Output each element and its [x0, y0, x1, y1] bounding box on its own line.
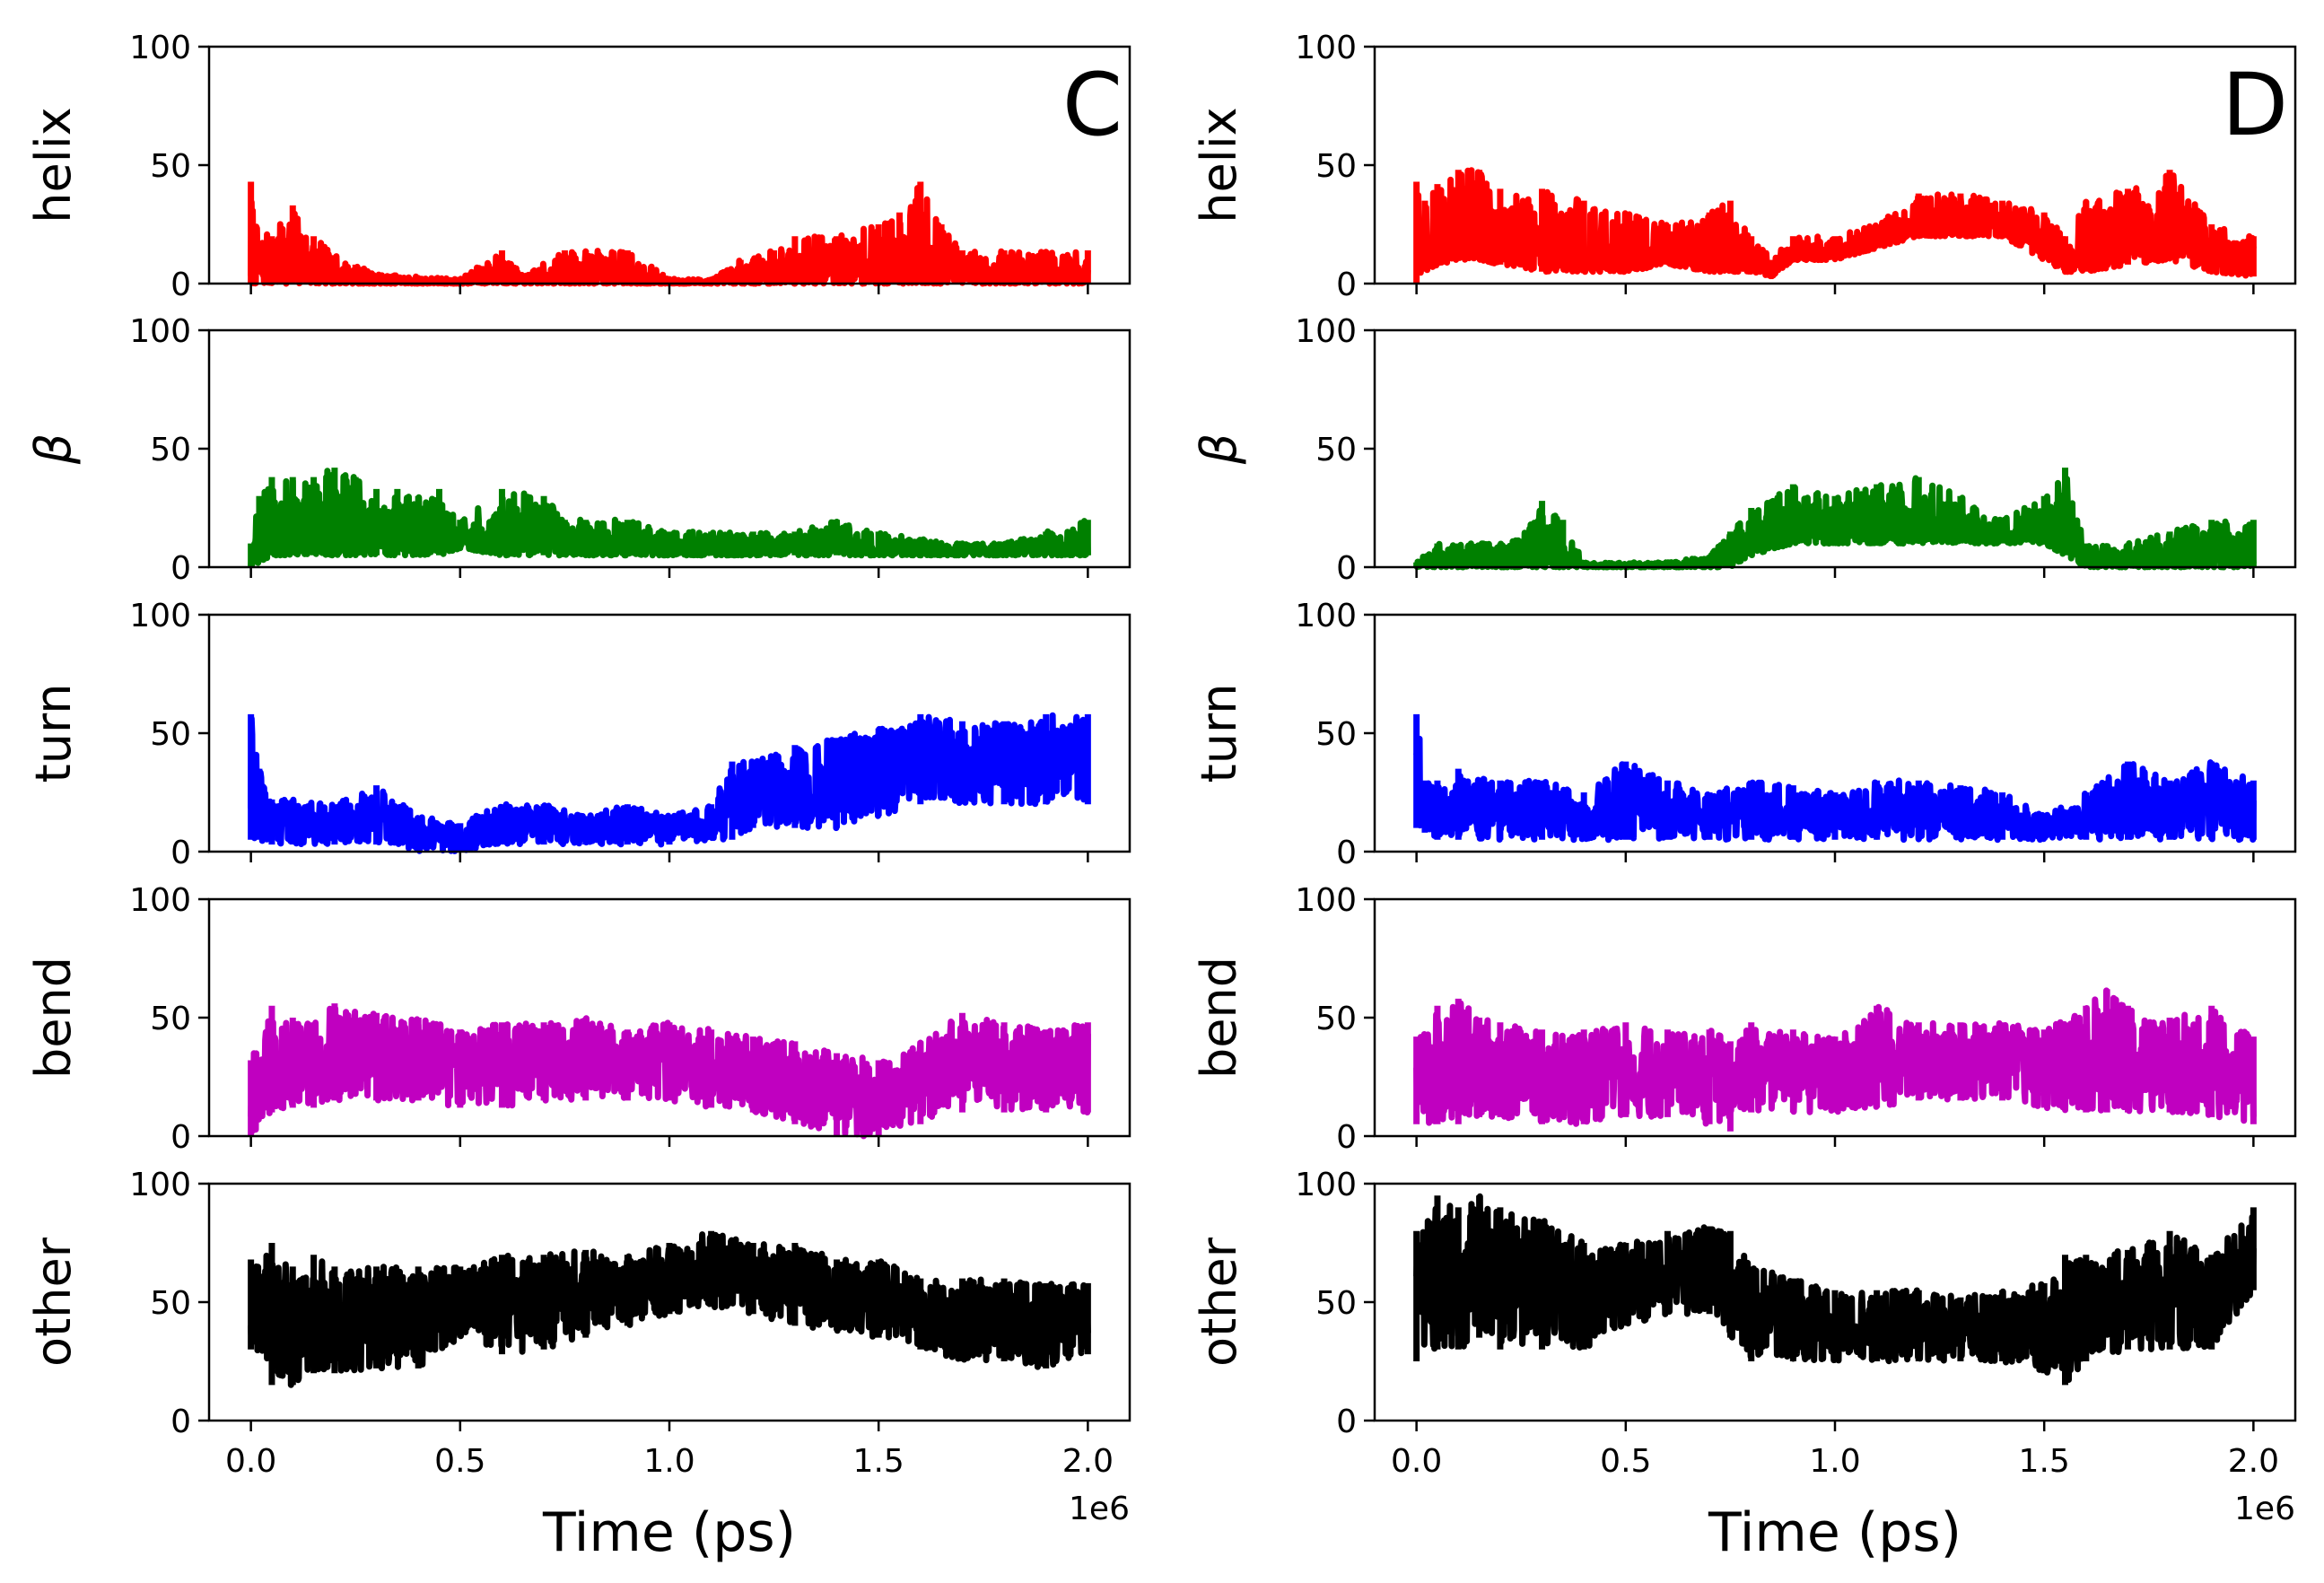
subplot-c-4: 0 50 100 bend: [25, 882, 1131, 1156]
y-tick-label: 0: [1336, 1119, 1357, 1156]
subplot-d-4: 0 50 100 bend: [1191, 882, 2297, 1156]
panel-d: 050100helixD050100β050100turn050100bend0…: [1191, 30, 2297, 1564]
y-tick-label: 0: [170, 267, 191, 303]
x-axis-label: Time (ps): [542, 1501, 796, 1564]
y-tick-label: 100: [129, 882, 191, 919]
y-tick-label: 100: [1295, 313, 1357, 350]
y-tick-label: 50: [150, 716, 191, 753]
y-tick-label: 50: [150, 432, 191, 468]
y-axis-label: bend: [25, 957, 82, 1079]
y-tick-label: 50: [150, 1001, 191, 1037]
y-tick-label: 100: [129, 598, 191, 634]
x-tick-label: 0.0: [1391, 1443, 1442, 1480]
x-tick-label: 0.0: [225, 1443, 276, 1480]
y-tick-label: 0: [1336, 1404, 1357, 1440]
y-tick-label: 100: [1295, 1167, 1357, 1203]
subplot-d-5: 0 50 100 other 0.0 0.5 1.0 1.5 2.0 Time (ps) 1e6: [1191, 1167, 2297, 1564]
y-tick-label: 50: [1315, 1001, 1357, 1037]
y-axis-label: bend: [1191, 957, 1247, 1079]
y-tick-label: 50: [1315, 1285, 1357, 1322]
y-tick-label: 0: [170, 835, 191, 871]
x-tick-label: 1.0: [1809, 1443, 1860, 1480]
y-tick-label: 50: [1315, 148, 1357, 185]
y-tick-label: 100: [129, 1167, 191, 1203]
y-axis-label: β: [25, 433, 82, 465]
x-tick-label: 0.5: [434, 1443, 485, 1480]
y-axis-label: helix: [25, 107, 82, 223]
x-tick-label: 1.5: [2019, 1443, 2070, 1480]
subplot-c-2: 0 50 100 β: [25, 313, 1131, 587]
y-tick-label: 0: [170, 550, 191, 587]
panel-label: C: [1062, 55, 1123, 155]
axes-frame: [207, 45, 1131, 285]
x-offset-label: 1e6: [1069, 1491, 1130, 1527]
subplot-c-3: 0 50 100 turn: [25, 598, 1131, 871]
y-axis-label: turn: [25, 684, 82, 783]
subplot-d-1: 0 50 100 helix D: [1191, 30, 2297, 303]
y-tick-label: 100: [1295, 598, 1357, 634]
y-axis-label: turn: [1191, 684, 1247, 783]
y-tick-label: 0: [170, 1404, 191, 1440]
x-offset-label: 1e6: [2234, 1491, 2295, 1527]
y-axis-label: β: [1191, 433, 1247, 465]
y-tick-label: 50: [150, 148, 191, 185]
panel-label: D: [2222, 55, 2288, 155]
y-tick-label: 100: [129, 30, 191, 66]
y-tick-label: 100: [1295, 882, 1357, 919]
y-tick-label: 50: [150, 1285, 191, 1322]
subplot-d-2: 0 50 100 β: [1191, 313, 2297, 587]
subplot-d-3: 0 50 100 turn: [1191, 598, 2297, 871]
y-tick-label: 100: [129, 313, 191, 350]
subplot-c-1: 0 50 100 helix C: [25, 30, 1131, 303]
y-tick-label: 50: [1315, 716, 1357, 753]
x-tick-label: 0.5: [1600, 1443, 1651, 1480]
x-tick-label: 1.5: [853, 1443, 904, 1480]
y-tick-label: 0: [1336, 835, 1357, 871]
y-tick-label: 0: [1336, 550, 1357, 587]
y-axis-label: helix: [1191, 107, 1247, 223]
x-tick-label: 2.0: [2228, 1443, 2279, 1480]
y-tick-label: 100: [1295, 30, 1357, 66]
y-axis-label: other: [25, 1237, 82, 1367]
y-tick-label: 0: [1336, 267, 1357, 303]
subplot-c-5: 0 50 100 other 0.0 0.5 1.0 1.5 2.0 Time (ps) 1e6: [25, 1167, 1131, 1564]
y-tick-label: 0: [170, 1119, 191, 1156]
x-tick-label: 1.0: [643, 1443, 695, 1480]
x-tick-label: 2.0: [1062, 1443, 1114, 1480]
panel-c: 050100helixC050100β050100turn050100bend0…: [25, 30, 1131, 1564]
y-axis-label: other: [1191, 1237, 1247, 1367]
y-tick-label: 50: [1315, 432, 1357, 468]
x-axis-label: Time (ps): [1708, 1501, 1961, 1564]
